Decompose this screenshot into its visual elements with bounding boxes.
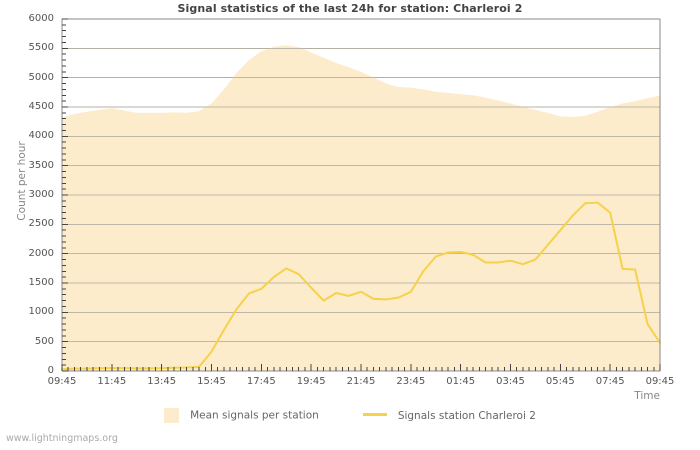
y-tick-label: 1000 bbox=[28, 306, 54, 318]
page-title: Signal statistics of the last 24h for st… bbox=[177, 2, 523, 15]
x-tick-label: 11:45 bbox=[97, 376, 127, 387]
chart-legend: Mean signals per station Signals station … bbox=[0, 408, 700, 423]
x-tick-label: 07:45 bbox=[595, 376, 625, 387]
x-tick-label: 05:45 bbox=[545, 376, 575, 387]
y-axis-label: Count per hour bbox=[16, 141, 28, 221]
y-tick-label: 500 bbox=[34, 335, 54, 347]
x-tick-label: 09:45 bbox=[645, 376, 675, 387]
x-tick-label: 15:45 bbox=[197, 376, 226, 387]
legend-area-swatch-icon bbox=[164, 408, 180, 423]
area-series-mean-signals bbox=[62, 45, 660, 372]
x-tick-label: 13:45 bbox=[147, 376, 177, 387]
y-tick-label: 4000 bbox=[28, 130, 54, 142]
x-tick-label: 23:45 bbox=[396, 376, 426, 387]
x-tick-label: 03:45 bbox=[496, 376, 525, 387]
legend-item: Signals station Charleroi 2 bbox=[362, 409, 536, 422]
legend-item: Mean signals per station bbox=[164, 408, 319, 423]
legend-label: Signals station Charleroi 2 bbox=[397, 409, 536, 422]
y-tick-label: 5000 bbox=[28, 71, 54, 83]
y-tick-label: 3500 bbox=[28, 159, 54, 171]
y-tick-label: 5500 bbox=[28, 42, 54, 54]
x-tick-label: 19:45 bbox=[296, 376, 326, 387]
y-tick-label: 2500 bbox=[28, 218, 54, 230]
x-tick-label: 21:45 bbox=[346, 376, 376, 387]
x-tick-label: 01:45 bbox=[446, 376, 476, 387]
x-tick-label: 17:45 bbox=[246, 376, 276, 387]
x-axis-label: Time bbox=[634, 390, 660, 402]
y-tick-label: 6000 bbox=[28, 13, 54, 24]
y-tick-label: 1500 bbox=[28, 277, 54, 288]
y-tick-label: 4500 bbox=[28, 101, 54, 112]
legend-label: Mean signals per station bbox=[190, 409, 319, 422]
y-tick-label: 0 bbox=[47, 365, 54, 376]
footer-watermark: www.lightningmaps.org bbox=[6, 433, 118, 444]
legend-line-swatch-icon bbox=[362, 413, 387, 416]
y-tick-label: 3000 bbox=[28, 189, 54, 200]
x-tick-label: 09:45 bbox=[47, 376, 77, 387]
y-tick-label: 2000 bbox=[28, 247, 54, 259]
